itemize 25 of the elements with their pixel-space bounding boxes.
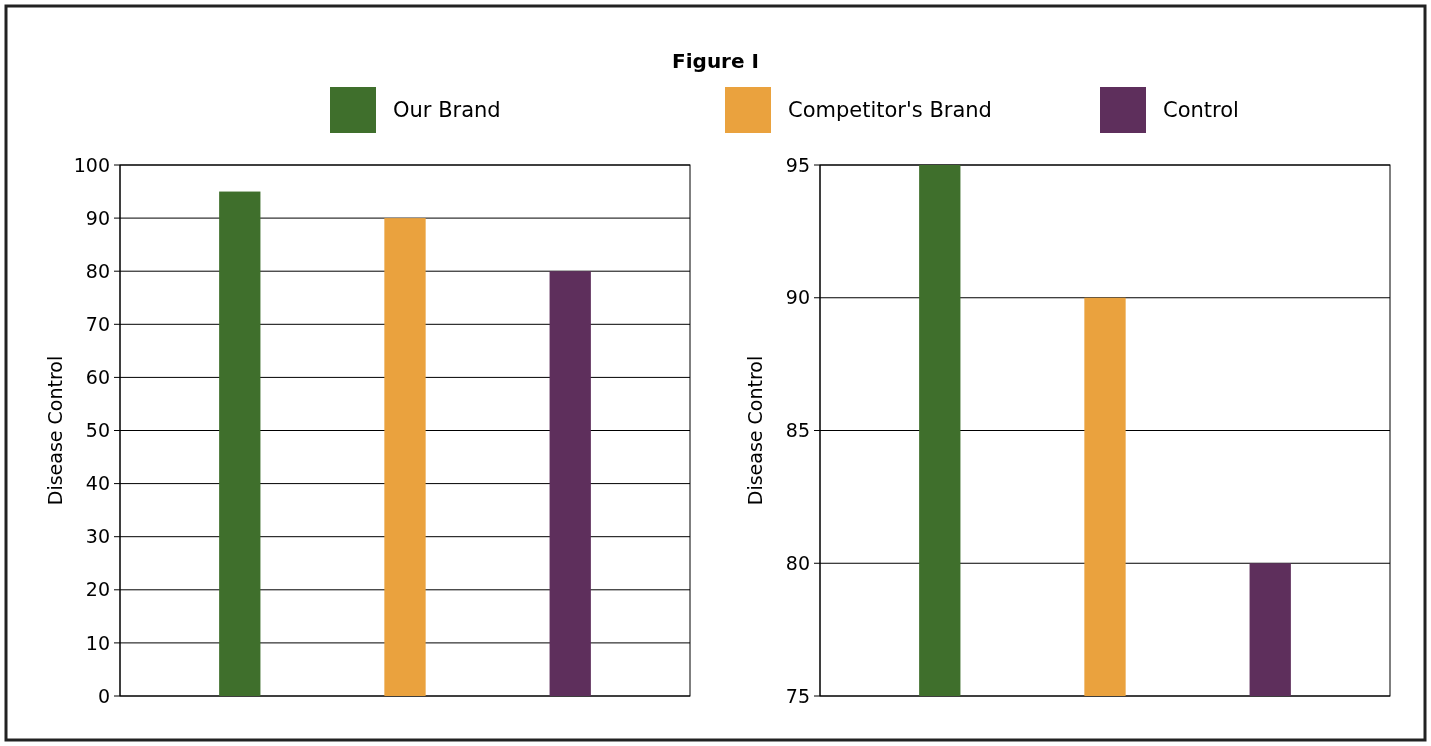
y-tick-label: 95: [785, 153, 810, 176]
legend-label: Our Brand: [393, 98, 501, 123]
bar: [549, 271, 591, 696]
bar: [384, 218, 426, 696]
y-tick-label: 50: [85, 419, 110, 442]
y-tick-label: 30: [85, 525, 110, 548]
y-tick-label: 40: [85, 472, 110, 495]
y-tick-label: 85: [785, 419, 810, 442]
y-tick-label: 70: [85, 312, 110, 335]
y-tick-label: 75: [785, 684, 810, 707]
y-tick-label: 20: [85, 578, 110, 601]
y-tick-label: 80: [785, 551, 810, 574]
y-axis-title: Disease Control: [44, 355, 66, 506]
chart-title: Figure I: [672, 49, 759, 73]
y-tick-label: 100: [73, 153, 110, 176]
y-axis-title: Disease Control: [744, 355, 766, 506]
y-tick-label: 90: [785, 286, 810, 309]
legend-label: Control: [1163, 98, 1239, 123]
bar: [219, 191, 261, 696]
y-tick-label: 60: [85, 366, 110, 389]
legend-label: Competitor's Brand: [788, 98, 992, 123]
y-tick-label: 0: [97, 684, 110, 707]
y-tick-label: 90: [85, 206, 110, 229]
y-tick-label: 10: [85, 631, 110, 654]
y-tick-label: 80: [85, 259, 110, 282]
